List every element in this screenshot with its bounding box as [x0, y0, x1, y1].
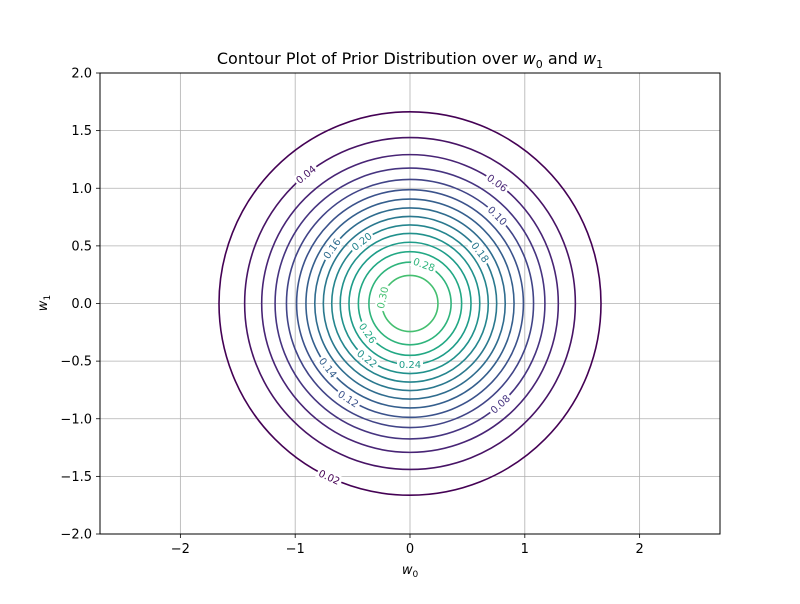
- y-tick-label: 2.0: [71, 67, 92, 82]
- contour-label-gap: [334, 386, 363, 412]
- contour-label: 0.30: [376, 286, 391, 310]
- contour-label: 0.24: [399, 360, 421, 371]
- contour-label: 0.28: [411, 257, 436, 275]
- y-tick-label: −1.5: [60, 470, 92, 485]
- contour-line: [368, 261, 452, 346]
- contour-label-gap: [409, 254, 439, 275]
- y-tick-label: 1.5: [71, 124, 92, 139]
- x-tick-label: −1: [286, 542, 305, 557]
- contour-line: [357, 250, 463, 357]
- chart-title: Contour Plot of Prior Distribution over …: [217, 49, 603, 71]
- contour-label-gap: [315, 353, 341, 382]
- grid-layer: [100, 72, 720, 535]
- contour-label-gap: [467, 238, 493, 267]
- contour-line: [285, 178, 535, 429]
- contour-label-gap: [397, 358, 423, 371]
- contour-label-gap: [347, 228, 376, 255]
- contour-label: 0.02: [316, 468, 341, 487]
- y-tick-label: 1.0: [71, 182, 92, 197]
- contour-label-gap: [353, 345, 381, 372]
- contour-label-gap: [374, 283, 392, 312]
- contour-label-gap: [483, 202, 511, 230]
- y-tick-label: 0.5: [71, 239, 92, 254]
- contour-line: [339, 232, 481, 375]
- contour-line: [295, 188, 525, 419]
- contour-label-gap: [292, 161, 320, 188]
- y-tick-label: −2.0: [60, 528, 92, 543]
- x-tick-label: −2: [171, 542, 190, 557]
- contour-label-gap: [486, 390, 514, 418]
- y-tick-label: −1.0: [60, 412, 92, 427]
- contour-line: [243, 136, 577, 471]
- y-axis-label: w1: [36, 295, 53, 311]
- x-tick-label: 2: [635, 542, 643, 557]
- contour-line: [218, 110, 602, 497]
- contour-label-gap: [314, 466, 344, 489]
- contour-line: [330, 224, 490, 383]
- contour-line: [274, 167, 546, 440]
- tick-layer: −2 −1 0 1 2 −2.0 −1.5 −1.0 −0.5 0.0 0.5 1.0 1.5 2.0: [60, 67, 643, 558]
- contour-label-gap: [483, 170, 512, 196]
- contour-line: [322, 215, 498, 392]
- contour-label-gap: [319, 234, 345, 263]
- x-axis-label: w0: [402, 563, 419, 580]
- x-tick-label: 0: [406, 542, 414, 557]
- y-tick-label: −0.5: [60, 355, 92, 370]
- contour-label-gap: [355, 319, 381, 348]
- x-tick-label: 1: [521, 542, 529, 557]
- contour-layer: [218, 110, 602, 497]
- y-tick-label: 0.0: [71, 297, 92, 312]
- contour-line: [313, 207, 507, 400]
- contour-line: [260, 153, 560, 454]
- contour-line: [305, 198, 515, 409]
